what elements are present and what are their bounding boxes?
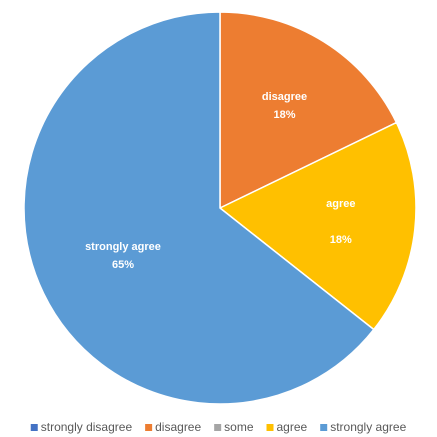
legend-label: strongly agree (330, 420, 406, 434)
legend-item-disagree: disagree (145, 420, 201, 434)
chart-legend: strongly disagree disagree some agree strong… (30, 420, 407, 434)
data-label-disagree: disagree 18% (262, 91, 307, 121)
legend-label: disagree (155, 420, 201, 434)
data-label-percent: 18% (330, 234, 352, 246)
pie-data-labels: disagree 18% agree 18% strongly agree 65% (85, 91, 355, 271)
data-label-category: strongly agree (85, 241, 161, 253)
legend-swatch (320, 424, 328, 431)
legend-item-agree: agree (266, 420, 308, 434)
legend-swatch (214, 424, 222, 431)
data-label-category: disagree (262, 91, 307, 103)
legend-item-strongly-agree: strongly agree (320, 420, 407, 434)
legend-swatch (145, 424, 153, 431)
data-label-percent: 18% (274, 109, 296, 121)
pie-slice-strongly-agree (23, 11, 375, 405)
pie-slice-disagree (219, 11, 398, 210)
data-label-strongly-agree: strongly agree 65% (85, 241, 161, 271)
legend-item-strongly-disagree: strongly disagree (30, 420, 133, 434)
legend-swatch (30, 424, 38, 431)
legend-swatch (266, 424, 274, 431)
data-label-percent: 65% (112, 259, 134, 271)
legend-label: agree (277, 420, 308, 434)
pie-slices (23, 11, 417, 405)
legend-label: strongly disagree (41, 420, 133, 434)
data-label-category: agree (326, 198, 355, 210)
legend-label: some (224, 420, 254, 434)
data-label-agree: agree 18% (326, 198, 355, 246)
legend-item-some: some (214, 420, 254, 434)
pie-slice-agree (218, 121, 417, 331)
